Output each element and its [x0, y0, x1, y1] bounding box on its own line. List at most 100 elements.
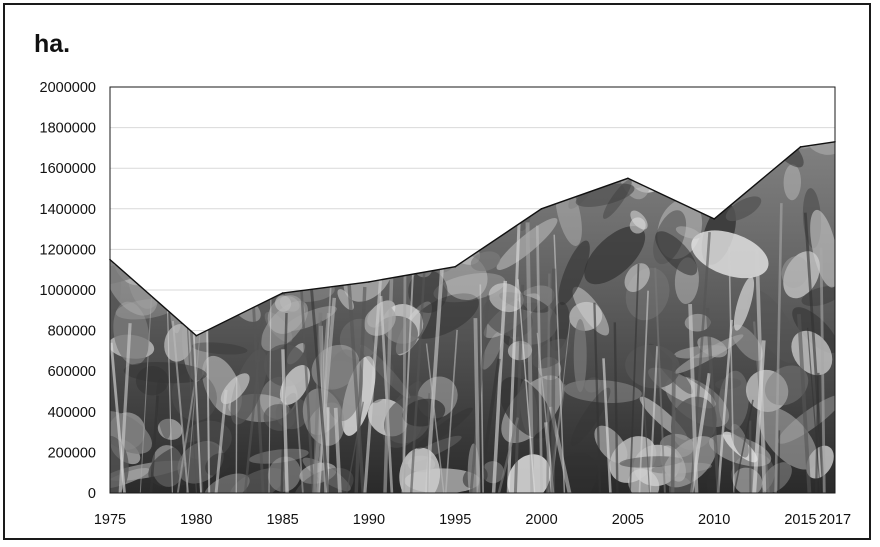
texture-leaf	[331, 156, 382, 204]
texture-leaf	[526, 141, 548, 168]
texture-stem	[354, 286, 367, 494]
texture-leaf	[221, 141, 244, 147]
texture-leaf	[229, 467, 286, 494]
x-tick-label: 1985	[266, 512, 298, 528]
texture-leaf	[261, 300, 308, 351]
texture-stem	[409, 272, 426, 494]
texture-leaf	[258, 204, 296, 266]
texture-leaf	[187, 210, 236, 262]
texture-leaf	[479, 141, 538, 156]
texture-leaf	[375, 141, 410, 153]
texture-leaf	[147, 194, 176, 222]
texture-stem	[629, 263, 640, 494]
texture-leaf	[451, 219, 478, 250]
texture-stem	[728, 246, 735, 494]
data-point	[627, 177, 629, 180]
texture-leaf	[558, 240, 590, 306]
texture-leaf	[285, 305, 337, 331]
texture-leaf	[441, 202, 482, 236]
texture-leaf	[205, 297, 226, 318]
y-tick-label: 1400000	[40, 202, 96, 218]
y-tick-label: 400000	[48, 405, 96, 421]
texture-leaf	[165, 144, 200, 174]
texture-stem	[774, 203, 783, 494]
texture-leaf	[453, 322, 478, 342]
texture-stem	[445, 329, 458, 494]
texture-stem	[551, 268, 556, 494]
texture-stem	[479, 284, 484, 494]
area-layer	[109, 141, 836, 494]
texture-leaf	[408, 293, 479, 339]
texture-stem	[243, 316, 265, 494]
texture-leaf	[625, 344, 680, 389]
texture-leaf	[507, 454, 551, 494]
texture-stem	[654, 267, 666, 494]
texture-stem	[593, 302, 602, 494]
texture-leaf	[275, 295, 292, 312]
texture-stem	[716, 319, 733, 494]
texture-leaf	[733, 276, 755, 331]
data-point	[540, 208, 543, 210]
texture-leaf	[345, 141, 380, 155]
y-tick-label: 800000	[48, 324, 96, 340]
plot-area-border	[109, 86, 836, 494]
texture-leaf	[198, 174, 224, 199]
texture-stem	[402, 232, 407, 494]
texture-stem	[815, 372, 820, 494]
texture-stem	[640, 358, 651, 494]
texture-leaf	[470, 251, 501, 272]
texture-leaf	[662, 436, 717, 488]
texture-stem	[281, 349, 289, 494]
y-tick-label: 1600000	[40, 161, 96, 177]
texture-stem	[345, 401, 364, 494]
texture-stem	[803, 212, 826, 494]
texture-stem	[491, 280, 508, 494]
texture-leaf	[279, 365, 311, 405]
texture-leaf	[267, 456, 301, 492]
texture-leaf	[278, 152, 322, 172]
texture-leaf	[313, 193, 354, 238]
texture-leaf	[208, 177, 229, 207]
texture-stem	[497, 417, 520, 494]
texture-leaf	[315, 152, 371, 218]
texture-stem	[176, 377, 197, 494]
texture-leaf	[239, 225, 283, 282]
texture-leaf	[547, 452, 597, 494]
texture-leaf	[116, 141, 171, 185]
texture-leaf	[220, 373, 250, 405]
x-tick-label: 2015	[784, 512, 816, 528]
texture-stem	[473, 318, 481, 494]
texture-stem	[797, 313, 812, 494]
y-tick-label: 1800000	[40, 121, 96, 137]
texture-stem	[312, 312, 323, 494]
texture-leaf	[602, 179, 632, 219]
texture-leaf	[273, 157, 303, 186]
texture-leaf	[731, 324, 764, 361]
texture-leaf	[532, 338, 571, 369]
texture-stem	[517, 279, 536, 494]
y-tick-label: 1200000	[40, 242, 96, 258]
texture-leaf	[184, 180, 208, 213]
texture-stem	[149, 395, 159, 494]
axis-layer: 0 200000 400000 600000 800000 1000000 1200000 1…	[40, 80, 852, 528]
texture-leaf	[441, 203, 502, 223]
texture-leaf	[257, 141, 294, 213]
texture-leaf	[572, 286, 610, 336]
texture-leaf	[191, 342, 248, 355]
texture-leaf	[420, 141, 461, 148]
texture-stem	[553, 234, 566, 494]
texture-leaf	[203, 473, 250, 494]
texture-leaf	[217, 231, 262, 275]
data-point	[454, 265, 457, 268]
texture-leaf	[575, 183, 635, 207]
texture-leaf	[758, 407, 818, 470]
texture-leaf	[248, 448, 309, 464]
x-tick-label: 1980	[180, 512, 212, 528]
texture-leaf	[367, 184, 396, 262]
texture-leaf	[730, 423, 749, 458]
texture-leaf	[296, 235, 329, 272]
texture-leaf	[379, 183, 416, 212]
texture-leaf	[781, 256, 809, 288]
texture-stem	[733, 399, 754, 494]
texture-stem	[535, 225, 544, 494]
